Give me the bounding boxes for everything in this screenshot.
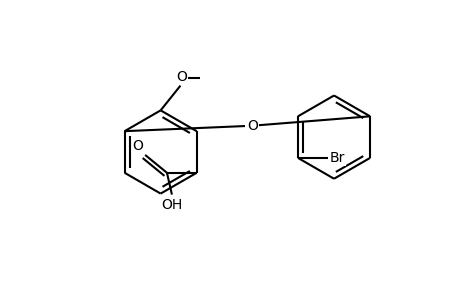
Text: OH: OH (161, 198, 182, 212)
Text: O: O (176, 70, 186, 84)
Text: O: O (132, 139, 143, 153)
Text: Br: Br (329, 151, 344, 165)
Text: O: O (246, 119, 257, 133)
